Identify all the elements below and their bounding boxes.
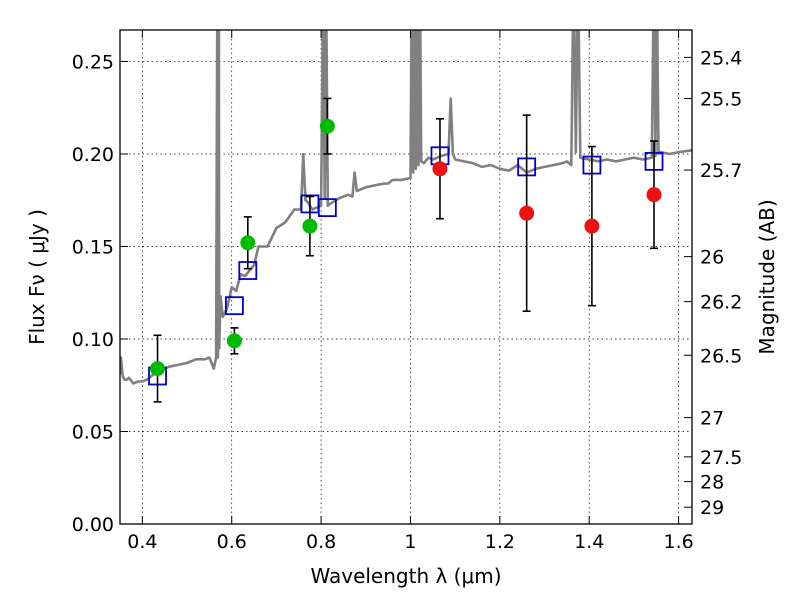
sed-model-line: [120, 30, 692, 385]
x-tick-label: 0.6: [217, 531, 247, 553]
y-tick-label: 0.15: [72, 236, 114, 258]
magnitude-tick-label: 26.5: [700, 345, 742, 367]
x-tick-label: 1: [404, 531, 416, 553]
magnitude-tick-label: 25.5: [700, 88, 742, 110]
green-point: [302, 218, 318, 234]
red-point: [519, 205, 535, 221]
magnitude-tick-label: 26: [700, 247, 724, 269]
x-tick-label: 0.8: [306, 531, 336, 553]
model-square-marker: [224, 296, 244, 316]
x-axis-title: Wavelength λ (μm): [310, 564, 501, 588]
x-tick-label: 1.4: [574, 531, 604, 553]
green-point: [240, 235, 256, 251]
grid-lines: [120, 30, 692, 525]
green-point: [319, 118, 335, 134]
axes: 0.4 0.6 0.8 1 1.2 1.4 1.6 0.00 0.05 0.10 0.15 0.20 0…: [72, 30, 742, 553]
magnitude-tick-label: 27: [700, 408, 724, 430]
magnitude-tick-label: 25.7: [700, 160, 742, 182]
plot-area: [120, 30, 692, 403]
y-tick-label: 0.00: [72, 514, 114, 536]
x-tick-label: 1.2: [485, 531, 515, 553]
y-tick-label: 0.25: [72, 51, 114, 73]
y-tick-label: 0.05: [72, 421, 114, 443]
y-tick-label: 0.10: [72, 329, 114, 351]
red-point: [584, 218, 600, 234]
green-point: [150, 361, 166, 377]
right-axis-title: Magnitude (AB): [755, 199, 779, 354]
x-tick-label: 0.4: [127, 531, 157, 553]
red-point: [646, 187, 662, 203]
plot-frame: [119, 29, 693, 525]
y-tick-label: 0.20: [72, 144, 114, 166]
magnitude-tick-label: 25.4: [700, 47, 742, 69]
red-point: [432, 161, 448, 177]
magnitude-tick-label: 29: [700, 497, 724, 519]
magnitude-tick-label: 27.5: [700, 447, 742, 469]
model-square-marker: [317, 198, 337, 218]
x-tick-label: 1.6: [663, 531, 693, 553]
green-point: [226, 333, 242, 349]
magnitude-tick-label: 26.2: [700, 292, 742, 314]
magnitude-tick-label: 28: [700, 472, 724, 494]
y-axis-title: Flux Fν ( μJy ): [25, 209, 49, 345]
